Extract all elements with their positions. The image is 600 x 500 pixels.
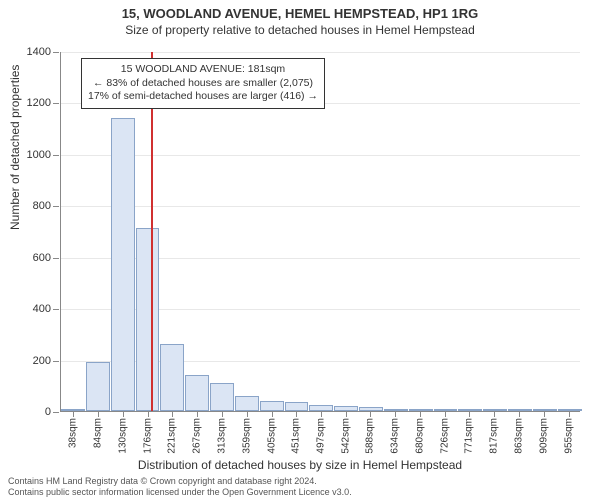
x-tick-label: 955sqm bbox=[563, 418, 574, 454]
histogram-bar bbox=[458, 409, 482, 411]
x-tick bbox=[544, 411, 545, 417]
x-tick bbox=[272, 411, 273, 417]
y-tick-label: 1200 bbox=[11, 97, 51, 109]
x-tick bbox=[247, 411, 248, 417]
x-tick-label: 909sqm bbox=[538, 418, 549, 454]
x-tick bbox=[123, 411, 124, 417]
footer-line2: Contains public sector information licen… bbox=[8, 487, 592, 498]
x-tick-label: 38sqm bbox=[68, 418, 79, 448]
y-tick bbox=[53, 206, 59, 207]
x-tick bbox=[197, 411, 198, 417]
histogram-bar bbox=[483, 409, 507, 411]
histogram-bar bbox=[235, 396, 259, 411]
x-tick bbox=[469, 411, 470, 417]
annotation-line2: ← 83% of detached houses are smaller (2,… bbox=[88, 77, 318, 91]
histogram-bar bbox=[533, 409, 557, 411]
x-tick bbox=[445, 411, 446, 417]
x-tick-label: 588sqm bbox=[365, 418, 376, 454]
chart-subtitle: Size of property relative to detached ho… bbox=[0, 23, 600, 37]
histogram-bar bbox=[260, 401, 284, 411]
y-tick-label: 800 bbox=[11, 200, 51, 212]
x-tick bbox=[73, 411, 74, 417]
x-tick-label: 405sqm bbox=[266, 418, 277, 454]
gridline bbox=[61, 52, 580, 53]
x-tick-label: 863sqm bbox=[513, 418, 524, 454]
x-tick-label: 451sqm bbox=[291, 418, 302, 454]
x-tick bbox=[519, 411, 520, 417]
chart-plot-area: 020040060080010001200140038sqm84sqm130sq… bbox=[60, 52, 580, 412]
x-tick bbox=[321, 411, 322, 417]
x-tick bbox=[569, 411, 570, 417]
x-tick bbox=[148, 411, 149, 417]
x-tick-label: 359sqm bbox=[241, 418, 252, 454]
y-tick-label: 400 bbox=[11, 303, 51, 315]
x-tick-label: 221sqm bbox=[167, 418, 178, 454]
y-tick bbox=[53, 412, 59, 413]
x-tick bbox=[494, 411, 495, 417]
x-tick-label: 817sqm bbox=[489, 418, 500, 454]
footer-line1: Contains HM Land Registry data © Crown c… bbox=[8, 476, 592, 487]
x-tick-label: 634sqm bbox=[390, 418, 401, 454]
x-tick-label: 726sqm bbox=[439, 418, 450, 454]
y-tick bbox=[53, 309, 59, 310]
histogram-bar bbox=[210, 383, 234, 411]
x-tick-label: 267sqm bbox=[192, 418, 203, 454]
x-tick bbox=[296, 411, 297, 417]
annotation-line3: 17% of semi-detached houses are larger (… bbox=[88, 90, 318, 104]
y-tick bbox=[53, 103, 59, 104]
histogram-bar bbox=[136, 228, 160, 411]
x-tick bbox=[420, 411, 421, 417]
histogram-bar bbox=[160, 344, 184, 411]
x-tick-label: 84sqm bbox=[93, 418, 104, 448]
y-tick-label: 1400 bbox=[11, 46, 51, 58]
y-tick bbox=[53, 258, 59, 259]
x-tick bbox=[98, 411, 99, 417]
y-tick-label: 0 bbox=[11, 406, 51, 418]
histogram-bar bbox=[185, 375, 209, 411]
x-tick-label: 313sqm bbox=[216, 418, 227, 454]
x-tick bbox=[222, 411, 223, 417]
x-tick bbox=[370, 411, 371, 417]
chart-title: 15, WOODLAND AVENUE, HEMEL HEMPSTEAD, HP… bbox=[0, 6, 600, 21]
y-tick bbox=[53, 52, 59, 53]
y-tick bbox=[53, 155, 59, 156]
y-tick-label: 200 bbox=[11, 355, 51, 367]
x-tick-label: 542sqm bbox=[340, 418, 351, 454]
gridline bbox=[61, 155, 580, 156]
x-tick-label: 680sqm bbox=[415, 418, 426, 454]
gridline bbox=[61, 206, 580, 207]
y-tick-label: 600 bbox=[11, 252, 51, 264]
histogram-bar bbox=[508, 409, 532, 411]
annotation-box: 15 WOODLAND AVENUE: 181sqm ← 83% of deta… bbox=[81, 58, 325, 109]
x-tick bbox=[172, 411, 173, 417]
footer-attribution: Contains HM Land Registry data © Crown c… bbox=[8, 476, 592, 498]
histogram-bar bbox=[285, 402, 309, 411]
x-tick-label: 176sqm bbox=[142, 418, 153, 454]
x-tick bbox=[346, 411, 347, 417]
histogram-bar bbox=[111, 118, 135, 411]
x-axis-label: Distribution of detached houses by size … bbox=[0, 458, 600, 472]
histogram-bar bbox=[86, 362, 110, 411]
annotation-line1: 15 WOODLAND AVENUE: 181sqm bbox=[88, 63, 318, 77]
x-tick-label: 771sqm bbox=[464, 418, 475, 454]
x-tick bbox=[395, 411, 396, 417]
histogram-bar bbox=[558, 409, 582, 411]
x-tick-label: 130sqm bbox=[118, 418, 129, 454]
y-tick-label: 1000 bbox=[11, 149, 51, 161]
y-tick bbox=[53, 361, 59, 362]
title-block: 15, WOODLAND AVENUE, HEMEL HEMPSTEAD, HP… bbox=[0, 0, 600, 37]
x-tick-label: 497sqm bbox=[316, 418, 327, 454]
